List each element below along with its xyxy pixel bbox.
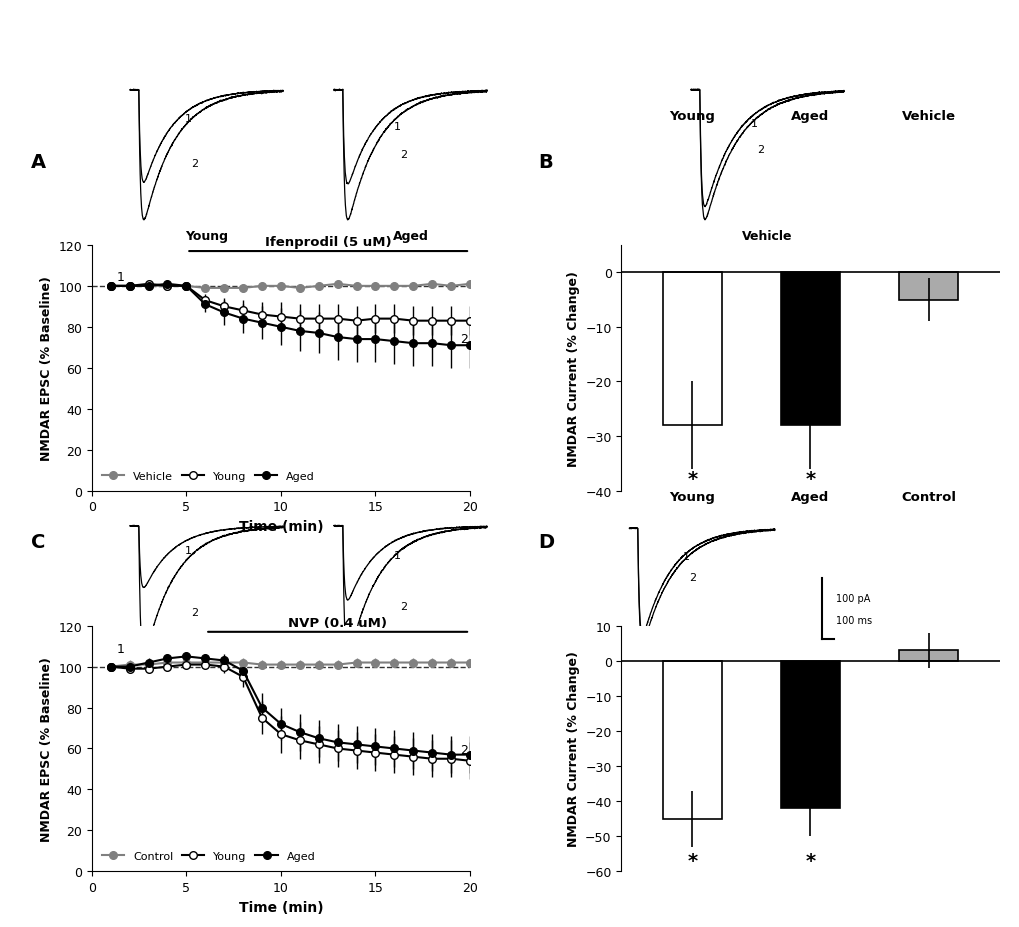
Text: 1: 1 bbox=[393, 121, 400, 132]
Y-axis label: NMDAR EPSC (% Baseline): NMDAR EPSC (% Baseline) bbox=[40, 276, 53, 461]
Bar bbox=[781, 273, 840, 425]
Text: C: C bbox=[32, 533, 46, 552]
Text: *: * bbox=[805, 469, 815, 489]
Text: 1: 1 bbox=[184, 114, 192, 124]
Bar bbox=[898, 273, 957, 300]
Text: Young: Young bbox=[668, 110, 714, 123]
Text: 2: 2 bbox=[192, 607, 199, 617]
Text: 2: 2 bbox=[461, 743, 468, 756]
Bar bbox=[781, 661, 840, 808]
Text: 2: 2 bbox=[400, 150, 408, 160]
Legend: Control, Young, Aged: Control, Young, Aged bbox=[97, 847, 319, 866]
Text: 2: 2 bbox=[689, 573, 696, 582]
Text: *: * bbox=[687, 469, 697, 489]
Text: NVP (0.4 uM): NVP (0.4 uM) bbox=[288, 616, 387, 629]
Text: 1: 1 bbox=[184, 546, 192, 555]
Text: 1: 1 bbox=[750, 119, 757, 129]
Text: 2: 2 bbox=[757, 145, 764, 155]
Text: B: B bbox=[538, 152, 552, 171]
Bar bbox=[662, 273, 721, 425]
Y-axis label: NMDAR EPSC (% Baseline): NMDAR EPSC (% Baseline) bbox=[40, 656, 53, 841]
Text: 1: 1 bbox=[683, 552, 689, 561]
Text: 100 pA: 100 pA bbox=[836, 593, 870, 603]
Legend: Vehicle, Young, Aged: Vehicle, Young, Aged bbox=[97, 466, 319, 486]
Text: Young: Young bbox=[668, 490, 714, 503]
X-axis label: Aged: Aged bbox=[392, 230, 428, 243]
Text: A: A bbox=[32, 152, 46, 171]
Text: 1: 1 bbox=[393, 550, 400, 560]
X-axis label: Aged: Aged bbox=[392, 666, 428, 679]
Text: 2: 2 bbox=[400, 602, 408, 612]
X-axis label: Vehicle: Vehicle bbox=[742, 230, 792, 243]
Text: 1: 1 bbox=[116, 271, 124, 284]
Text: 2: 2 bbox=[461, 333, 468, 346]
Text: *: * bbox=[687, 851, 697, 870]
Text: Aged: Aged bbox=[791, 110, 828, 123]
X-axis label: Young: Young bbox=[184, 230, 228, 243]
Text: 2: 2 bbox=[192, 159, 199, 169]
Text: Vehicle: Vehicle bbox=[901, 110, 955, 123]
Text: Ifenprodil (5 uM): Ifenprodil (5 uM) bbox=[265, 235, 391, 248]
Y-axis label: NMDAR Current (% Change): NMDAR Current (% Change) bbox=[566, 651, 579, 846]
Bar bbox=[662, 661, 721, 819]
X-axis label: Time (min): Time (min) bbox=[238, 899, 323, 914]
Bar bbox=[898, 651, 957, 661]
X-axis label: Vehicle: Vehicle bbox=[677, 652, 727, 665]
Text: *: * bbox=[805, 851, 815, 870]
Text: D: D bbox=[538, 533, 553, 552]
X-axis label: Young: Young bbox=[184, 666, 228, 679]
X-axis label: Time (min): Time (min) bbox=[238, 519, 323, 533]
Y-axis label: NMDAR Current (% Change): NMDAR Current (% Change) bbox=[567, 271, 579, 466]
Text: Aged: Aged bbox=[791, 490, 828, 503]
Text: 100 ms: 100 ms bbox=[836, 616, 871, 625]
Text: 1: 1 bbox=[116, 642, 124, 655]
Text: Control: Control bbox=[901, 490, 955, 503]
